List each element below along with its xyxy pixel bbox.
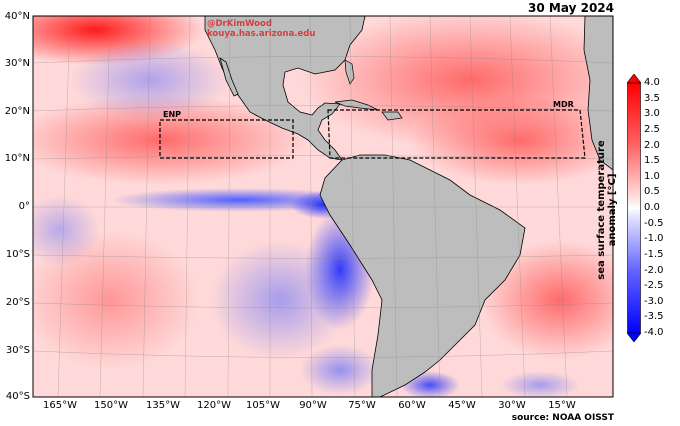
- colorbar-tick-label: 4.0: [644, 77, 660, 88]
- lon-label: 15°W: [548, 400, 576, 411]
- lon-label: 120°W: [197, 400, 231, 411]
- colorbar-label: sea surface temperature anomaly [°C]: [596, 140, 618, 280]
- colorbar-tick-label: 2.0: [644, 139, 660, 151]
- lon-label: 60°W: [398, 400, 426, 411]
- region-box-enp: [159, 119, 294, 159]
- lat-label: 0°: [18, 201, 30, 212]
- colorbar-tick-label: -3.0: [644, 295, 664, 307]
- lat-label: 10°N: [4, 153, 30, 164]
- region-label-enp: ENP: [163, 110, 181, 119]
- lat-label: 20°N: [4, 106, 30, 117]
- lon-label: 30°W: [498, 400, 526, 411]
- land-north-america: [204, 16, 366, 161]
- lon-label: 90°W: [299, 400, 327, 411]
- credit-url: kouya.has.arizona.edu: [207, 29, 316, 39]
- source-label: source: NOAA OISST: [511, 413, 614, 423]
- colorbar-min-arrow: [627, 332, 641, 342]
- colorbar-tick-label: -4.0: [644, 327, 664, 338]
- colorbar-tick-label: -1.5: [644, 248, 664, 260]
- colorbar-tick-label: -3.5: [644, 311, 664, 323]
- colorbar-tick-label: -2.0: [644, 264, 664, 276]
- colorbar-tick-label: 0.5: [644, 186, 660, 198]
- colorbar: [627, 74, 641, 342]
- colorbar-tick-label: 0.0: [644, 202, 660, 213]
- colorbar-tick-label: 3.0: [644, 108, 660, 120]
- land-africa: [583, 16, 613, 171]
- colorbar-tick-label: -0.5: [644, 217, 664, 229]
- colorbar-tick-label: 2.5: [644, 123, 660, 135]
- date-label: 30 May 2024: [528, 1, 614, 15]
- lon-label: 150°W: [94, 400, 128, 411]
- region-label-mdr: MDR: [553, 100, 574, 109]
- land-south-america: [319, 154, 526, 397]
- colorbar-tick-label: -2.5: [644, 280, 664, 292]
- lon-label: 105°W: [246, 400, 280, 411]
- lat-label: 30°N: [4, 58, 30, 69]
- colorbar-max-arrow: [627, 74, 641, 84]
- lon-label: 45°W: [448, 400, 476, 411]
- lat-label: 10°S: [5, 249, 30, 260]
- graticule: [33, 16, 613, 397]
- lat-label: 30°S: [5, 345, 30, 356]
- lat-label: 40°S: [5, 391, 30, 402]
- colorbar-ramp: [627, 82, 641, 334]
- colorbar-tick-label: -1.0: [644, 233, 664, 245]
- colorbar-tick-label: 1.0: [644, 170, 660, 182]
- credit-handle: @DrKimWood: [207, 19, 272, 29]
- lat-label: 40°N: [4, 11, 30, 22]
- lon-label: 75°W: [348, 400, 376, 411]
- lat-label: 20°S: [5, 297, 30, 308]
- land-baja: [219, 57, 239, 97]
- lon-label: 135°W: [146, 400, 180, 411]
- lon-label: 165°W: [43, 400, 77, 411]
- map-frame: [32, 15, 614, 398]
- colorbar-tick-label: 3.5: [644, 92, 660, 104]
- colorbar-tick-label: 1.5: [644, 155, 660, 167]
- credit-block: @DrKimWood kouya.has.arizona.edu: [207, 19, 315, 39]
- region-box-mdr: [327, 109, 586, 159]
